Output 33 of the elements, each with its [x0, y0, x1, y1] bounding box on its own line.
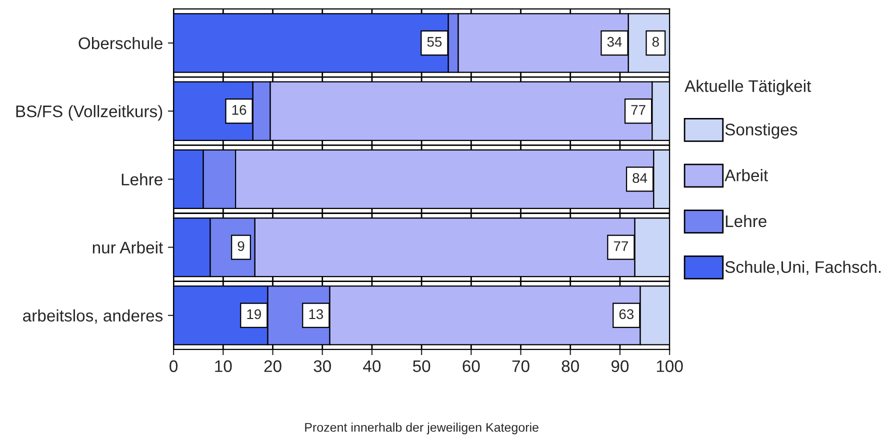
data-label: 16: [232, 104, 246, 115]
y-tick-label: nur Arbeit: [92, 241, 164, 254]
x-tick-label: 0: [170, 360, 178, 372]
data-label: 77: [614, 241, 628, 251]
data-label: 55: [427, 37, 442, 47]
legend-label: Schule,Uni, Fachsch.: [725, 260, 881, 275]
x-tick-label: 40: [363, 360, 381, 372]
data-label: 77: [631, 105, 646, 115]
x-tick-label: 20: [264, 360, 282, 372]
data-label: 84: [632, 173, 648, 183]
data-label: 19: [247, 309, 261, 320]
y-tick-label: arbeitslos, anderes: [23, 309, 163, 324]
x-tick-label: 100: [656, 360, 683, 372]
x-tick-label: 50: [412, 360, 430, 372]
x-tick-label: 70: [512, 360, 530, 372]
legend-label: Arbeit: [724, 169, 768, 182]
data-label: 34: [607, 36, 622, 47]
legend-label: Lehre: [726, 214, 766, 228]
data-label: 13: [309, 309, 324, 320]
legend-label: Sonstiges: [725, 123, 798, 139]
data-label: 63: [619, 309, 634, 320]
data-label: 9: [238, 241, 244, 252]
x-tick-label: 60: [462, 360, 480, 372]
legend-title: Aktuelle Tätigkeit: [684, 80, 812, 96]
x-tick-label: 30: [314, 360, 331, 372]
y-tick-label: BS/FS (Vollzeitkurs): [16, 105, 162, 121]
x-tick-label: 10: [215, 360, 232, 372]
y-tick-label: Oberschule: [78, 36, 162, 50]
x-tick-label: 80: [562, 360, 579, 372]
data-label: 8: [652, 36, 659, 47]
x-tick-label: 90: [611, 360, 629, 372]
y-tick-label: Lehre: [122, 173, 162, 186]
x-axis-title: Prozent innerhalb der jeweiligen Kategorie: [305, 422, 538, 434]
